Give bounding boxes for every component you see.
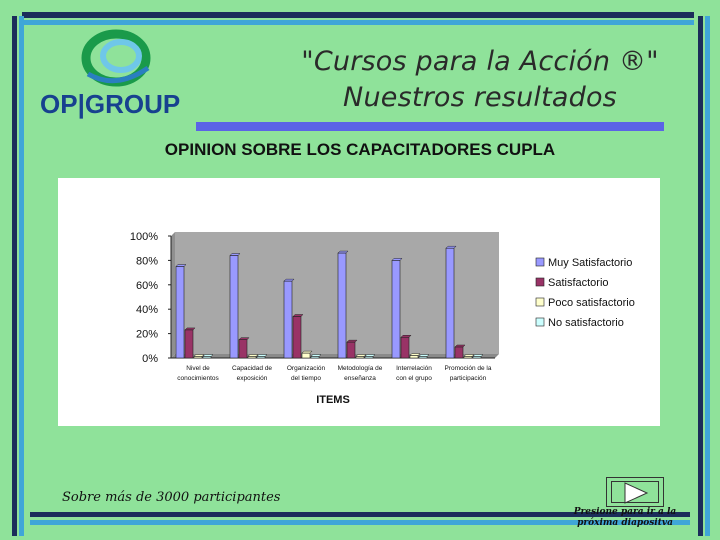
next-label-line2: próxima diapositva	[577, 518, 673, 528]
bar	[418, 356, 428, 359]
x-tick-label: participación	[450, 375, 487, 382]
x-tick-label: Capacidad de	[232, 365, 272, 372]
legend-swatch	[535, 297, 545, 307]
bar	[301, 352, 311, 359]
title-underline	[196, 122, 664, 131]
bar	[256, 356, 266, 359]
bar	[238, 339, 248, 359]
play-triangle-icon	[624, 482, 649, 504]
bar	[337, 252, 347, 359]
bar	[292, 316, 302, 359]
bar	[202, 356, 212, 359]
next-button-frame	[611, 481, 659, 503]
participants-note: Sobre más de 3000 participantes	[62, 490, 281, 505]
y-tick-label: 80%	[136, 255, 158, 267]
bar	[364, 356, 374, 359]
y-tick-label: 60%	[136, 280, 158, 292]
y-tick-label: 0%	[142, 353, 158, 365]
x-tick-label: Promoción de la	[445, 365, 492, 372]
plot-side-wall	[171, 232, 175, 358]
bar	[193, 356, 203, 359]
next-slide-button[interactable]	[606, 477, 664, 507]
bar	[463, 356, 473, 359]
x-tick-label: conocimientos	[177, 375, 219, 382]
bar	[400, 336, 410, 359]
top-frame-line	[22, 12, 694, 18]
legend-swatch	[535, 277, 545, 287]
x-tick-label: Nivel de	[186, 365, 210, 372]
next-label-line1: Presione para ir a la	[573, 507, 677, 517]
bar	[283, 280, 293, 359]
slide-title-line1: "Cursos para la Acción ®"	[301, 46, 659, 77]
opgroup-logo: OP|GROUP	[40, 29, 180, 119]
bar	[472, 356, 482, 359]
left-frame-line	[12, 16, 17, 536]
legend-label: No satisfactorio	[548, 317, 624, 329]
next-slide-label: Presione para ir a la próxima diapositva	[560, 507, 690, 529]
logo-swirl-icon	[81, 29, 151, 87]
x-tick-label: con el grupo	[396, 375, 432, 382]
bar	[454, 346, 464, 359]
logo-text: OP|GROUP	[40, 89, 180, 119]
bar	[175, 266, 185, 359]
bar-top-face	[229, 253, 241, 256]
slide-title-line2: Nuestros resultados	[343, 82, 617, 113]
legend-label: Satisfactorio	[548, 277, 609, 289]
chart-panel: 0% 20% 40% 60% 80% 100% Nivel de conocimientos C…	[58, 178, 660, 426]
y-tick-label: 40%	[136, 304, 158, 316]
bar-chart: 0% 20% 40% 60% 80% 100% Nivel de conocimientos C…	[130, 231, 635, 406]
bar	[184, 329, 194, 359]
right-frame-line-light	[705, 16, 710, 536]
bar	[409, 355, 419, 359]
y-tick-label: 100%	[130, 231, 158, 243]
bar	[391, 260, 401, 359]
legend-label: Poco satisfactorio	[548, 297, 635, 309]
x-tick-label: enseñanza	[344, 375, 376, 382]
right-frame-line	[698, 16, 703, 536]
bottom-frame-line	[30, 512, 690, 517]
slide-title: "Cursos para la Acción ®" Nuestros resul…	[240, 44, 720, 116]
bar	[346, 341, 356, 359]
y-tick-label: 20%	[136, 329, 158, 341]
bar-top-face	[337, 250, 349, 254]
x-tick-label: exposición	[237, 375, 268, 382]
legend-label: Muy Satisfactorio	[548, 257, 632, 269]
bar	[445, 247, 455, 359]
bar	[310, 356, 320, 359]
plot-back-wall	[175, 232, 499, 354]
chart-heading: OPINION SOBRE LOS CAPACITADORES CUPLA	[164, 140, 556, 159]
bar-top-face	[445, 245, 457, 249]
x-tick-label: del tiempo	[291, 375, 321, 382]
top-frame-line-light	[22, 20, 694, 25]
x-tick-label: Metodología de	[338, 365, 383, 372]
x-tick-label: Interrelación	[396, 365, 432, 372]
bar	[229, 255, 239, 359]
bottom-frame-line-light	[30, 520, 690, 525]
bar	[247, 356, 257, 359]
legend-swatch	[535, 317, 545, 327]
x-axis-title: ITEMS	[316, 394, 350, 406]
legend-swatch	[535, 257, 545, 267]
x-tick-label: Organización	[287, 365, 326, 372]
bar	[355, 356, 365, 359]
left-frame-line-light	[19, 16, 24, 536]
